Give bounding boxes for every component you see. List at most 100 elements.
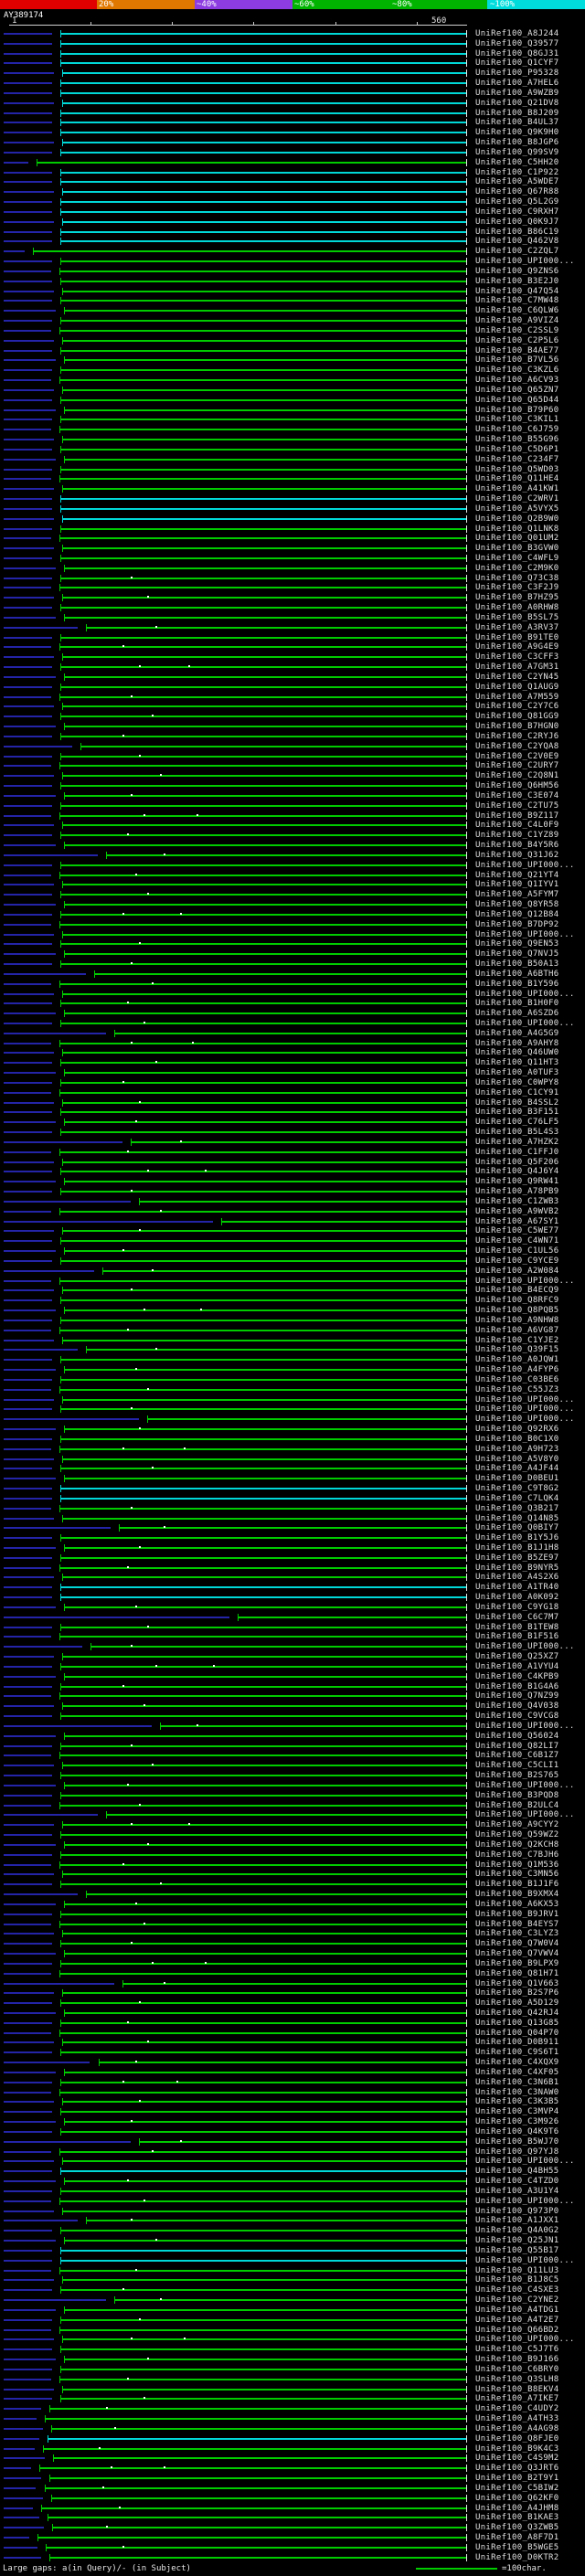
hit-label[interactable]: UniRef100_B1J8C5 (475, 2275, 559, 2284)
hit-label[interactable]: UniRef100_C4WFL9 (475, 554, 559, 563)
hit-label[interactable]: UniRef100_Q3ZWB5 (475, 2523, 559, 2532)
hit-label[interactable]: UniRef100_Q3SLH8 (475, 2375, 559, 2384)
hit-label[interactable]: UniRef100_A4JF44 (475, 1464, 559, 1473)
hit-label[interactable]: UniRef100_B0C1X0 (475, 1435, 559, 1444)
hit-label[interactable]: UniRef100_B1J1H8 (475, 1543, 559, 1553)
hit-label[interactable]: UniRef100_C76LF5 (475, 1118, 559, 1127)
hit-label[interactable]: UniRef100_A6SZD6 (475, 1009, 559, 1018)
hit-label[interactable]: UniRef100_C4S9M2 (475, 2454, 559, 2463)
hit-label[interactable]: UniRef100_Q7W0V4 (475, 1939, 559, 1948)
hit-label[interactable]: UniRef100_B7HZ95 (475, 593, 559, 602)
hit-label[interactable]: UniRef100_B4SSL2 (475, 1098, 559, 1108)
hit-label[interactable]: UniRef100_B8JGP6 (475, 138, 559, 147)
hit-label[interactable]: UniRef100_Q9RW41 (475, 1177, 559, 1186)
hit-label[interactable]: UniRef100_C3MVP4 (475, 2107, 559, 2116)
hit-label[interactable]: UniRef100_C234F7 (475, 455, 559, 464)
hit-label[interactable]: UniRef100_C5CLI1 (475, 1761, 559, 1770)
hit-label[interactable]: UniRef100_Q14N85 (475, 1514, 559, 1523)
hit-label[interactable]: UniRef100_UPI000... (475, 1019, 575, 1028)
hit-label[interactable]: UniRef100_C3N6B1 (475, 2078, 559, 2087)
hit-label[interactable]: UniRef100_A4TDG1 (475, 2306, 559, 2315)
hit-label[interactable]: UniRef100_Q1LNK8 (475, 525, 559, 534)
hit-label[interactable]: UniRef100_UPI000... (475, 1395, 575, 1405)
hit-label[interactable]: UniRef100_B5ZE97 (475, 1553, 559, 1563)
hit-label[interactable]: UniRef100_C4WN71 (475, 1236, 559, 1246)
hit-label[interactable]: UniRef100_C3KIL1 (475, 415, 559, 424)
hit-label[interactable]: UniRef100_A4JHM8 (475, 2504, 559, 2513)
hit-label[interactable]: UniRef100_C3M926 (475, 2117, 559, 2126)
hit-label[interactable]: UniRef100_A0K092 (475, 1593, 559, 1602)
hit-label[interactable]: UniRef100_C2P5L6 (475, 336, 559, 345)
hit-label[interactable]: UniRef100_C2YN45 (475, 673, 559, 682)
hit-label[interactable]: UniRef100_A4AG98 (475, 2424, 559, 2433)
hit-label[interactable]: UniRef100_UPI000... (475, 1405, 575, 1414)
hit-label[interactable]: UniRef100_A9CYY2 (475, 1820, 559, 1829)
hit-label[interactable]: UniRef100_Q59WZ2 (475, 1830, 559, 1839)
hit-label[interactable]: UniRef100_B7DP92 (475, 920, 559, 929)
hit-label[interactable]: UniRef100_A78PB9 (475, 1187, 559, 1196)
hit-label[interactable]: UniRef100_A1TR40 (475, 1583, 559, 1592)
hit-label[interactable]: UniRef100_C3E074 (475, 791, 559, 800)
hit-label[interactable]: UniRef100_C4L0F9 (475, 821, 559, 830)
hit-label[interactable]: UniRef100_Q12B84 (475, 910, 559, 919)
hit-label[interactable]: UniRef100_A3U1Y4 (475, 2187, 559, 2196)
hit-label[interactable]: UniRef100_C55JZ3 (475, 1385, 559, 1394)
hit-label[interactable]: UniRef100_Q46UW0 (475, 1048, 559, 1057)
hit-label[interactable]: UniRef100_B9LPX9 (475, 1959, 559, 1968)
hit-label[interactable]: UniRef100_Q56024 (475, 1732, 559, 1741)
hit-label[interactable]: UniRef100_B5SL75 (475, 613, 559, 622)
hit-label[interactable]: UniRef100_C6J759 (475, 425, 559, 434)
hit-label[interactable]: UniRef100_C2M9K0 (475, 564, 559, 573)
hit-label[interactable]: UniRef100_Q2B9W0 (475, 514, 559, 524)
hit-label[interactable]: UniRef100_C4KPB9 (475, 1672, 559, 1681)
hit-label[interactable]: UniRef100_UPI000... (475, 2335, 575, 2344)
hit-label[interactable]: UniRef100_UPI000... (475, 1415, 575, 1424)
hit-label[interactable]: UniRef100_C2Y7C6 (475, 702, 559, 711)
hit-label[interactable]: UniRef100_Q5F206 (475, 1158, 559, 1167)
hit-label[interactable]: UniRef100_B2S765 (475, 1771, 559, 1780)
hit-label[interactable]: UniRef100_Q39F15 (475, 1345, 559, 1354)
hit-label[interactable]: UniRef100_Q4V038 (475, 1701, 559, 1711)
hit-label[interactable]: UniRef100_B3GVW0 (475, 544, 559, 553)
hit-label[interactable]: UniRef100_Q9K9H0 (475, 128, 559, 137)
hit-label[interactable]: UniRef100_B4UL37 (475, 118, 559, 127)
hit-label[interactable]: UniRef100_C6C7M7 (475, 1613, 559, 1622)
hit-label[interactable]: UniRef100_C03BE6 (475, 1375, 559, 1384)
hit-label[interactable]: UniRef100_A5V8Y0 (475, 1455, 559, 1464)
hit-label[interactable]: UniRef100_B3PQD8 (475, 1791, 559, 1800)
hit-label[interactable]: UniRef100_Q0K9J7 (475, 217, 559, 227)
hit-label[interactable]: UniRef100_Q21YT4 (475, 871, 559, 880)
hit-label[interactable]: UniRef100_B86C19 (475, 228, 559, 237)
hit-label[interactable]: UniRef100_Q2KCH8 (475, 1840, 559, 1850)
hit-label[interactable]: UniRef100_Q04P70 (475, 2029, 559, 2038)
hit-label[interactable]: UniRef100_Q8FJE0 (475, 2434, 559, 2443)
hit-label[interactable]: UniRef100_B7HGN0 (475, 722, 559, 731)
hit-label[interactable]: UniRef100_A9AHY8 (475, 1039, 559, 1048)
hit-label[interactable]: UniRef100_C6QLW6 (475, 306, 559, 315)
hit-label[interactable]: UniRef100_C5J7T6 (475, 2345, 559, 2354)
hit-label[interactable]: UniRef100_Q9EN53 (475, 939, 559, 949)
hit-label[interactable]: UniRef100_C9VCG8 (475, 1712, 559, 1721)
hit-label[interactable]: UniRef100_Q01UM2 (475, 534, 559, 543)
hit-label[interactable]: UniRef100_C2URY7 (475, 761, 559, 770)
hit-label[interactable]: UniRef100_B1Y596 (475, 980, 559, 989)
hit-label[interactable]: UniRef100_Q99SV9 (475, 148, 559, 157)
hit-label[interactable]: UniRef100_Q25XZ7 (475, 1652, 559, 1661)
hit-label[interactable]: UniRef100_Q81GG9 (475, 712, 559, 721)
hit-label[interactable]: UniRef100_C1YJE2 (475, 1336, 559, 1345)
hit-label[interactable]: UniRef100_B9XMX4 (475, 1890, 559, 1899)
hit-label[interactable]: UniRef100_Q462V8 (475, 237, 559, 246)
hit-label[interactable]: UniRef100_A9NHW8 (475, 1316, 559, 1325)
hit-label[interactable]: UniRef100_A4G5G9 (475, 1029, 559, 1038)
hit-label[interactable]: UniRef100_UPI000... (475, 1810, 575, 1819)
hit-label[interactable]: UniRef100_UPI000... (475, 2197, 575, 2206)
hit-label[interactable]: UniRef100_A1VYU4 (475, 1662, 559, 1671)
hit-label[interactable]: UniRef100_B4Y5R6 (475, 841, 559, 850)
hit-label[interactable]: UniRef100_Q1V663 (475, 1979, 559, 1988)
hit-label[interactable]: UniRef100_C2WRV1 (475, 494, 559, 504)
hit-label[interactable]: UniRef100_C1ZWB3 (475, 1197, 559, 1206)
hit-label[interactable]: UniRef100_Q42RJ4 (475, 2009, 559, 2018)
hit-label[interactable]: UniRef100_Q3JRT6 (475, 2464, 559, 2473)
hit-label[interactable]: UniRef100_B8J209 (475, 109, 559, 118)
hit-label[interactable]: UniRef100_Q7VWV4 (475, 1949, 559, 1958)
